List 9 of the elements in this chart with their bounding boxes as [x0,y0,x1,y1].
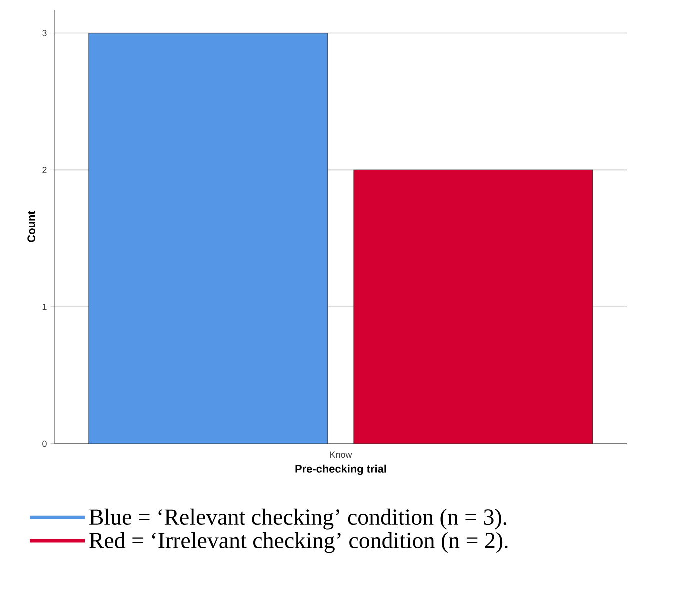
x-axis-title: Pre-checking trial [296,464,386,476]
legend-label: Red = ‘Irrelevant checking’ condition (n = 2). [90,532,508,554]
y-tick-label: 1 [42,304,47,310]
y-axis-title: Count [28,211,36,242]
y-tick-label: 2 [42,167,47,174]
y-tick-label: 0 [42,440,47,448]
x-tick-label: Know [330,452,352,458]
y-tick-label: 3 [42,30,47,36]
legend-label: Blue = ‘Relevant checking’ condition (n = 3). [90,508,507,530]
